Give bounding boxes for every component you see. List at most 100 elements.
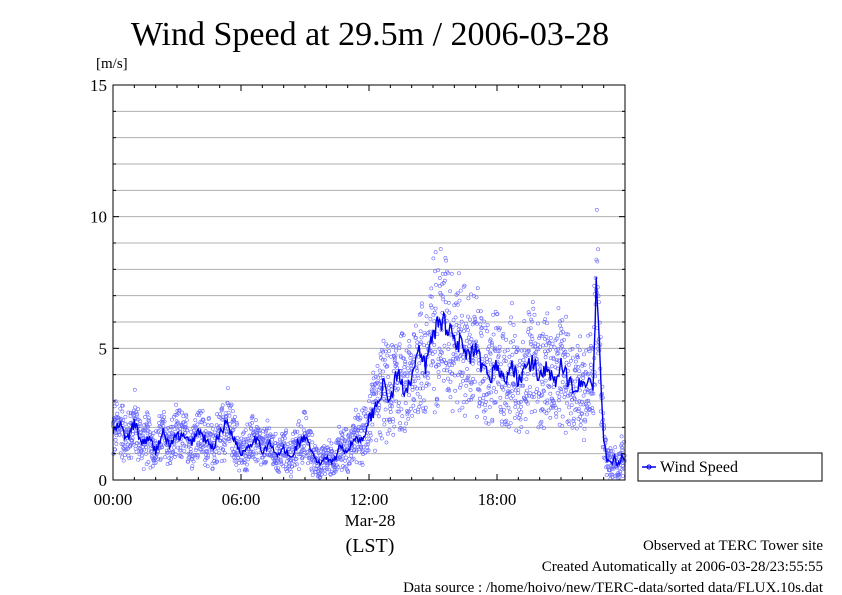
scatter-point [574,426,579,431]
scatter-point [158,456,163,461]
scatter-point [197,413,202,418]
scatter-point [407,339,412,343]
scatter-point [435,332,440,337]
scatter-point [194,446,199,451]
scatter-point [201,418,206,423]
scatter-point [384,364,389,369]
scatter-point [563,430,568,435]
scatter-point [169,457,173,461]
scatter-point [563,392,568,397]
scatter-point [554,405,558,410]
scatter-point [209,423,214,427]
scatter-point [351,423,356,428]
scatter-point [576,355,581,360]
scatter-point [276,444,281,449]
scatter-point [161,424,166,428]
scatter-point [140,453,144,458]
scatter-point [591,391,596,396]
scatter-point [393,344,398,349]
scatter-point [441,280,446,285]
scatter-point [453,315,458,320]
scatter-point [345,445,350,450]
scatter-point [187,455,192,460]
scatter-point [474,414,479,419]
scatter-point [449,271,454,276]
scatter-point [139,449,144,454]
scatter-point [356,413,361,417]
scatter-point [562,354,567,359]
scatter-point [581,402,586,407]
scatter-point [560,414,565,419]
scatter-point [274,461,279,466]
scatter-point [221,447,226,452]
scatter-point [537,336,542,341]
scatter-point [412,398,417,403]
scatter-point [559,331,563,336]
scatter-point [289,445,294,450]
scatter-point [205,464,210,469]
scatter-point [135,417,140,422]
scatter-point [392,424,397,429]
scatter-point [496,353,501,358]
scatter-point [318,467,323,472]
scatter-point [172,427,177,431]
scatter-point [437,346,442,351]
scatter-point [399,407,404,412]
scatter-point [418,401,423,406]
scatter-point [419,381,424,386]
scatter-point [560,318,565,323]
scatter-point [218,412,223,417]
scatter-point [264,428,269,433]
scatter-point [403,359,408,364]
scatter-point [457,408,462,413]
scatter-point [293,430,298,435]
scatter-point [277,470,281,474]
scatter-point [620,441,624,446]
scatter-point [477,396,482,401]
scatter-point [595,259,600,264]
scatter-point [379,436,384,441]
scatter-point [451,359,456,364]
scatter-point [402,365,407,370]
scatter-point [419,311,424,316]
scatter-point [608,446,613,451]
legend-label-wind-speed: Wind Speed [660,459,738,476]
scatter-point [320,446,325,451]
scatter-point [374,438,379,443]
scatter-point [516,400,521,405]
scatter-point [249,427,254,432]
scatter-point [445,271,450,276]
scatter-point [551,355,556,360]
scatter-point [220,406,225,411]
scatter-point [453,388,458,393]
scatter-point [484,420,489,425]
scatter-point [442,368,447,373]
scatter-point [482,319,487,324]
scatter-point [418,395,423,400]
scatter-point [415,368,420,373]
scatter-point [118,406,123,411]
scatter-point [199,449,204,454]
scatter-point [437,374,441,379]
scatter-point [522,319,527,324]
scatter-point [575,343,580,348]
scatter-point [564,360,569,365]
series-line-layer [112,277,626,467]
scatter-point [490,417,495,422]
scatter-point [329,441,334,446]
scatter-point [129,455,134,460]
scatter-point [201,417,205,422]
scatter-point [396,409,401,414]
scatter-point [245,468,249,473]
scatter-point [513,388,518,393]
scatter-point [250,414,255,419]
scatter-point [508,366,513,371]
scatter-point [507,409,512,414]
scatter-point [566,362,571,367]
scatter-point [535,399,540,404]
scatter-point [232,425,237,430]
grid-lines [113,110,625,455]
scatter-point [464,338,469,343]
scatter-point [441,297,446,302]
scatter-point [443,300,448,305]
